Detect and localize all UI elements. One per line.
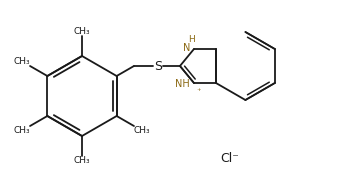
Text: S: S bbox=[154, 60, 162, 73]
Text: ⁺: ⁺ bbox=[196, 86, 201, 95]
Text: CH₃: CH₃ bbox=[14, 126, 30, 135]
Text: N: N bbox=[182, 43, 190, 53]
Text: CH₃: CH₃ bbox=[74, 156, 90, 165]
Text: H: H bbox=[188, 35, 195, 44]
Text: Cl⁻: Cl⁻ bbox=[221, 152, 240, 164]
Text: CH₃: CH₃ bbox=[14, 57, 30, 66]
Text: CH₃: CH₃ bbox=[134, 126, 151, 135]
Text: NH: NH bbox=[175, 79, 190, 89]
Text: CH₃: CH₃ bbox=[74, 27, 90, 36]
